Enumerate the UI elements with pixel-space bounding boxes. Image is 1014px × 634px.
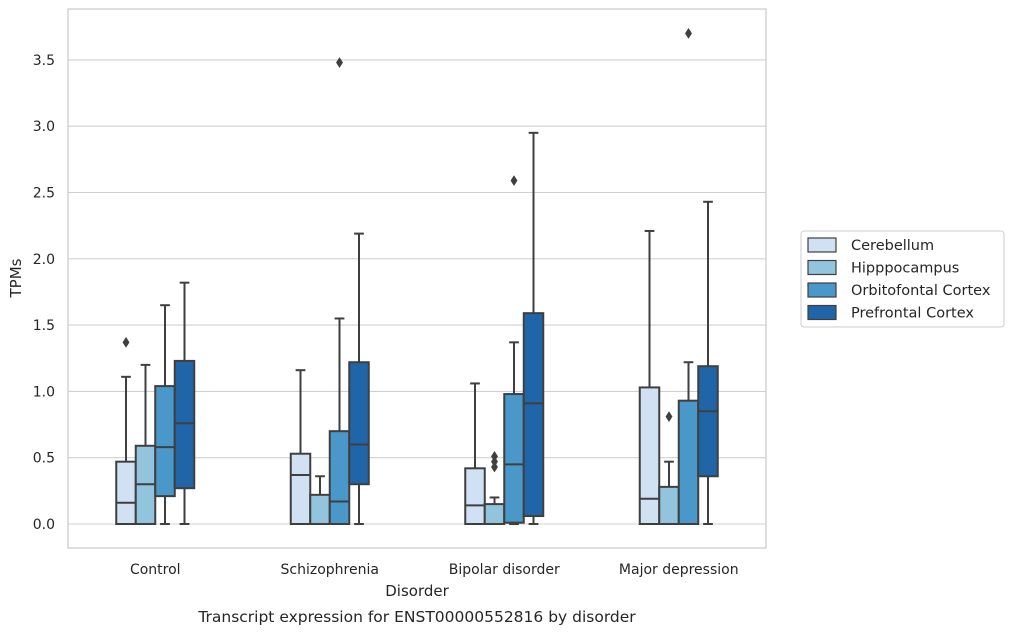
y-axis-title: TPMs: [7, 258, 25, 298]
box-group: [503, 175, 525, 525]
box-group: [173, 281, 196, 525]
box-group: [328, 57, 351, 525]
x-axis-title: Disorder: [385, 582, 449, 600]
box-group: [309, 475, 331, 526]
y-tick-label: 1.5: [33, 318, 55, 334]
chart-caption: Transcript expression for ENST0000055281…: [197, 608, 636, 626]
y-tick-label: 3.0: [33, 119, 55, 135]
outlier-marker: [665, 411, 673, 423]
outlier-marker: [491, 450, 498, 462]
box: [115, 460, 137, 526]
legend-swatch: [807, 304, 837, 321]
x-tick-label: Control: [130, 562, 181, 578]
legend-label: Cerebellum: [851, 238, 934, 254]
x-tick-label: Bipolar disorder: [449, 562, 560, 578]
legend-swatch: [807, 237, 837, 253]
y-tick-label: 1.0: [33, 384, 55, 400]
box-group: [677, 27, 700, 526]
box: [658, 485, 680, 526]
box: [503, 393, 525, 524]
box-group: [658, 411, 680, 526]
x-tick-label: Major depression: [619, 562, 739, 578]
box: [638, 386, 661, 525]
box-group: [154, 304, 176, 525]
box: [154, 385, 176, 498]
y-axis-ticks: 0.0 0.5 1.0 1.5 2.0 2.5 3.0 3.5: [33, 53, 55, 533]
box: [697, 365, 719, 478]
outlier-marker: [685, 27, 692, 39]
outlier-marker: [336, 57, 343, 69]
legend-swatch: [807, 282, 837, 298]
legend-label: Orbitofontal Cortex: [851, 283, 991, 299]
box-group: [464, 382, 486, 526]
box-group: [483, 450, 506, 525]
box: [483, 503, 506, 525]
box: [348, 361, 370, 486]
outlier-marker: [510, 175, 518, 187]
box-group: [134, 363, 157, 525]
box: [522, 312, 545, 518]
legend-swatch: [807, 259, 837, 276]
x-axis-ticks: Control Schizophrenia Bipolar disorder Majo…: [130, 562, 739, 578]
legend-frame: [800, 230, 1005, 328]
box-group: [115, 336, 137, 526]
y-tick-label: 0.0: [33, 517, 55, 533]
box-group: [697, 200, 719, 525]
box: [173, 359, 196, 490]
box: [309, 493, 331, 526]
box: [328, 430, 351, 525]
box-group: [522, 131, 545, 525]
legend-label: Hipppocampus: [851, 261, 959, 277]
legend-label: Prefrontal Cortex: [851, 306, 974, 322]
box-group: [348, 232, 370, 525]
y-tick-label: 2.0: [33, 252, 55, 268]
box-group: [289, 369, 312, 525]
plot-area-frame: [67, 8, 767, 549]
legend: Cerebellum Hipppocampus Orbitofontal Corte…: [800, 230, 1005, 328]
box: [464, 467, 486, 526]
box-group: [638, 229, 661, 525]
outlier-marker: [122, 336, 130, 348]
y-tick-label: 2.5: [33, 186, 55, 202]
boxes: [115, 27, 719, 526]
y-tick-label: 0.5: [33, 451, 55, 467]
y-tick-label: 3.5: [33, 53, 55, 69]
box: [289, 452, 312, 525]
x-tick-label: Schizophrenia: [281, 562, 379, 578]
box: [677, 399, 700, 526]
